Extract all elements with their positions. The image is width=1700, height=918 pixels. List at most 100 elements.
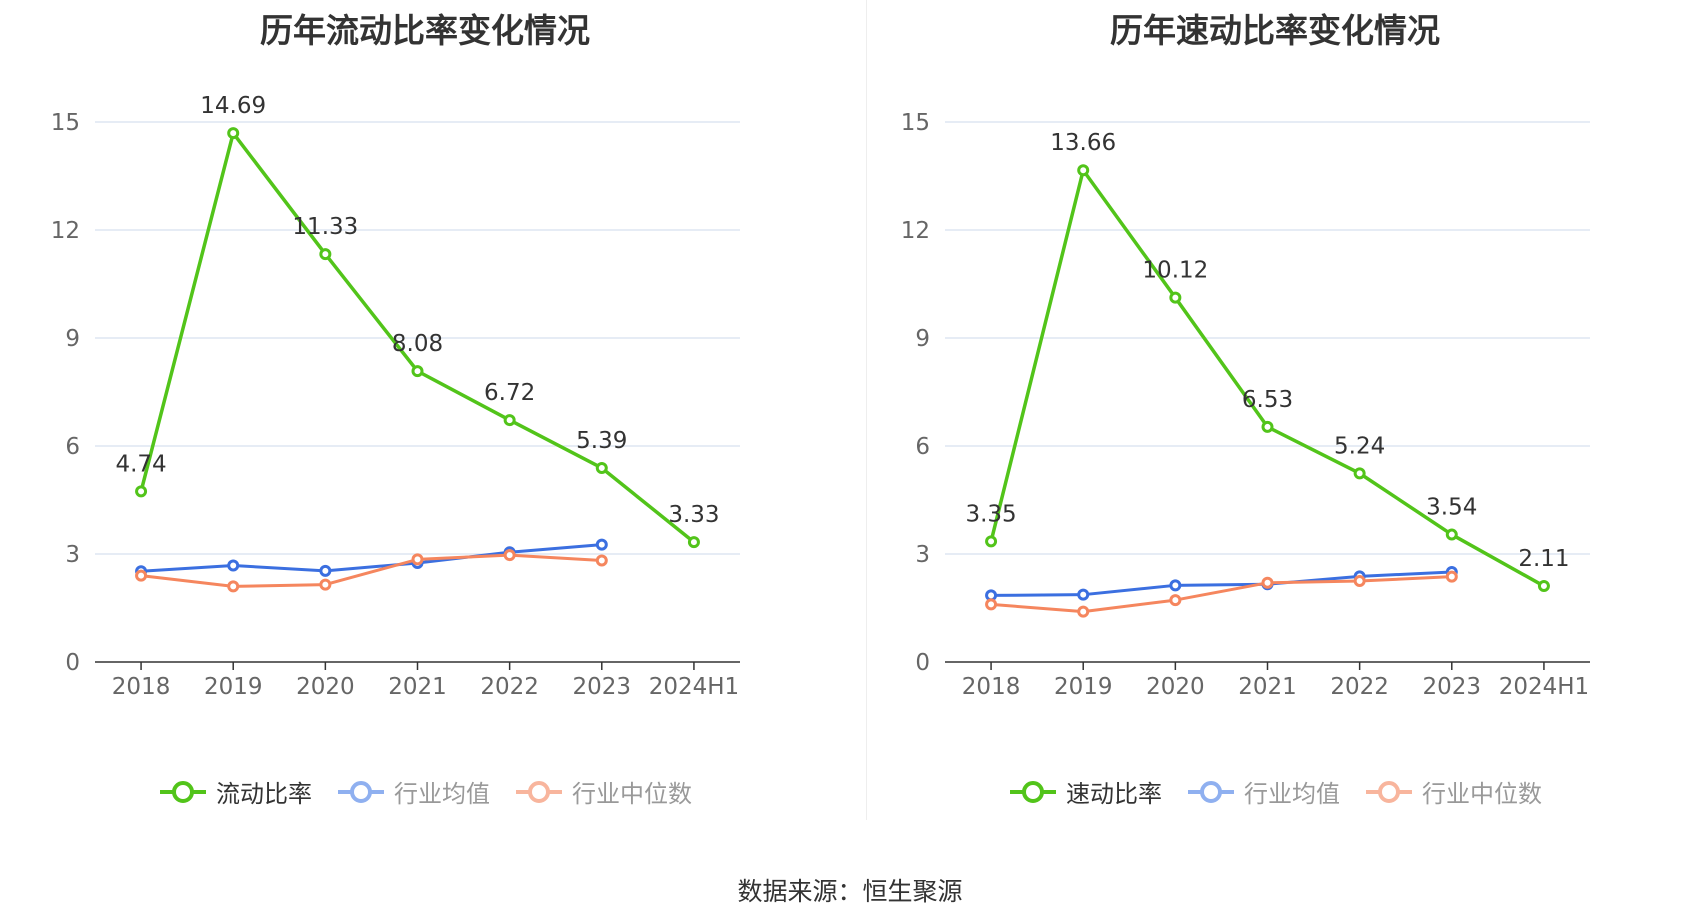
legend-main-icon	[1010, 780, 1056, 803]
y-tick-label: 9	[915, 326, 930, 352]
data-label: 6.53	[1242, 387, 1293, 413]
data-point-main[interactable]	[1445, 528, 1458, 541]
series-line-median	[990, 575, 1452, 614]
legend-item-main[interactable]: 速动比率	[1008, 774, 1162, 809]
x-tick-label: 2023	[573, 674, 632, 700]
data-point-median[interactable]	[1445, 570, 1458, 583]
data-label: 10.12	[1142, 258, 1208, 284]
data-point-main[interactable]	[411, 365, 424, 378]
legend-label-avg: 行业均值	[394, 780, 490, 808]
data-point-median[interactable]	[1077, 605, 1090, 618]
panel-divider	[866, 0, 867, 820]
data-point-median[interactable]	[1261, 576, 1274, 589]
legend-main-icon	[160, 780, 206, 803]
y-tick-label: 6	[65, 434, 80, 460]
data-point-main[interactable]	[227, 127, 240, 140]
data-point-main[interactable]	[1261, 420, 1274, 433]
x-tick-label: 2021	[1238, 674, 1297, 700]
legend-item-main[interactable]: 流动比率	[158, 774, 312, 809]
data-label: 5.24	[1334, 433, 1385, 459]
legend-label-median: 行业中位数	[1422, 780, 1542, 808]
legend-item-median[interactable]: 行业中位数	[1364, 774, 1542, 809]
x-tick-label: 2022	[1330, 674, 1389, 700]
data-label: 11.33	[292, 214, 358, 240]
data-label: 5.39	[576, 428, 627, 454]
data-point-avg[interactable]	[1169, 579, 1182, 592]
x-tick-label: 2024H1	[649, 674, 739, 700]
data-point-main[interactable]	[1077, 164, 1090, 177]
data-point-main[interactable]	[1353, 467, 1366, 480]
x-tick-label: 2018	[962, 674, 1021, 700]
quick-ratio-chart: 历年速动比率变化情况 0 3 6 9 12 15 2018 2019 2020 2021 2022 2…	[850, 0, 1700, 820]
data-label: 4.74	[115, 451, 166, 477]
series-line-median	[140, 553, 602, 588]
y-tick-label: 3	[65, 542, 80, 568]
data-label: 8.08	[392, 331, 443, 357]
legend-avg-icon	[1188, 780, 1234, 803]
legend-item-avg[interactable]: 行业均值	[1186, 774, 1340, 809]
data-point-avg[interactable]	[319, 564, 332, 577]
legend-median-icon	[1366, 780, 1412, 803]
data-point-median[interactable]	[227, 580, 240, 593]
data-label: 13.66	[1050, 130, 1116, 156]
data-point-main[interactable]	[1537, 580, 1550, 593]
chart-legend: 流动比率 行业均值 行业中位数	[0, 774, 850, 809]
y-tick-label: 12	[901, 218, 930, 244]
current-ratio-chart: 历年流动比率变化情况 0 3 6 9 12 15 2018 2019 2020 2021 2022 2…	[0, 0, 850, 820]
data-point-main[interactable]	[503, 414, 516, 427]
x-tick-label: 2022	[480, 674, 539, 700]
data-point-median[interactable]	[319, 578, 332, 591]
data-point-median[interactable]	[503, 549, 516, 562]
data-label: 14.69	[200, 93, 266, 119]
data-point-avg[interactable]	[595, 538, 608, 551]
legend-label-main: 流动比率	[216, 780, 312, 808]
current-ratio-plot: 0 3 6 9 12 15 2018 2019 2020 2021 2022 2023 2024H1 4.…	[51, 93, 740, 700]
legend-median-icon	[516, 780, 562, 803]
series-line-avg	[140, 543, 602, 573]
data-point-median[interactable]	[1169, 594, 1182, 607]
data-point-main[interactable]	[985, 535, 998, 548]
y-tick-label: 0	[65, 650, 80, 676]
x-tick-label: 2018	[112, 674, 171, 700]
x-tick-label: 2020	[296, 674, 355, 700]
data-label: 3.33	[668, 502, 719, 528]
legend-item-median[interactable]: 行业中位数	[514, 774, 692, 809]
data-source-footer: 数据来源：恒生聚源	[737, 877, 963, 906]
legend-avg-icon	[338, 780, 384, 803]
data-label: 6.72	[484, 380, 535, 406]
data-point-main[interactable]	[1169, 291, 1182, 304]
data-point-main[interactable]	[135, 485, 148, 498]
quick-ratio-plot: 0 3 6 9 12 15 2018 2019 2020 2021 2022 2023 2024H1 3.…	[901, 110, 1590, 700]
data-point-median[interactable]	[411, 553, 424, 566]
x-tick-label: 2020	[1146, 674, 1205, 700]
data-point-main[interactable]	[595, 461, 608, 474]
data-point-median[interactable]	[985, 598, 998, 611]
x-tick-label: 2024H1	[1499, 674, 1589, 700]
chart-title: 历年速动比率变化情况	[1110, 11, 1440, 50]
data-point-median[interactable]	[1353, 575, 1366, 587]
y-tick-label: 12	[51, 218, 80, 244]
data-label: 3.35	[965, 501, 1016, 527]
data-point-avg[interactable]	[1077, 588, 1090, 601]
x-tick-label: 2019	[204, 674, 263, 700]
x-tick-label: 2023	[1423, 674, 1482, 700]
chart-title: 历年流动比率变化情况	[260, 11, 590, 50]
y-tick-label: 6	[915, 434, 930, 460]
data-point-median[interactable]	[135, 569, 148, 582]
x-tick-label: 2019	[1054, 674, 1113, 700]
x-tick-label: 2021	[388, 674, 447, 700]
data-label: 2.11	[1518, 546, 1569, 572]
legend-label-median: 行业中位数	[572, 780, 692, 808]
y-tick-label: 0	[915, 650, 930, 676]
legend-item-avg[interactable]: 行业均值	[336, 774, 490, 809]
y-tick-label: 15	[51, 110, 80, 136]
data-point-main[interactable]	[687, 536, 700, 549]
data-point-main[interactable]	[319, 248, 332, 261]
legend-label-avg: 行业均值	[1244, 780, 1340, 808]
data-label: 3.54	[1426, 495, 1477, 521]
series-line-main	[989, 168, 1545, 588]
legend-label-main: 速动比率	[1066, 780, 1162, 808]
data-point-median[interactable]	[595, 554, 608, 567]
y-tick-label: 3	[915, 542, 930, 568]
data-point-avg[interactable]	[227, 559, 240, 572]
